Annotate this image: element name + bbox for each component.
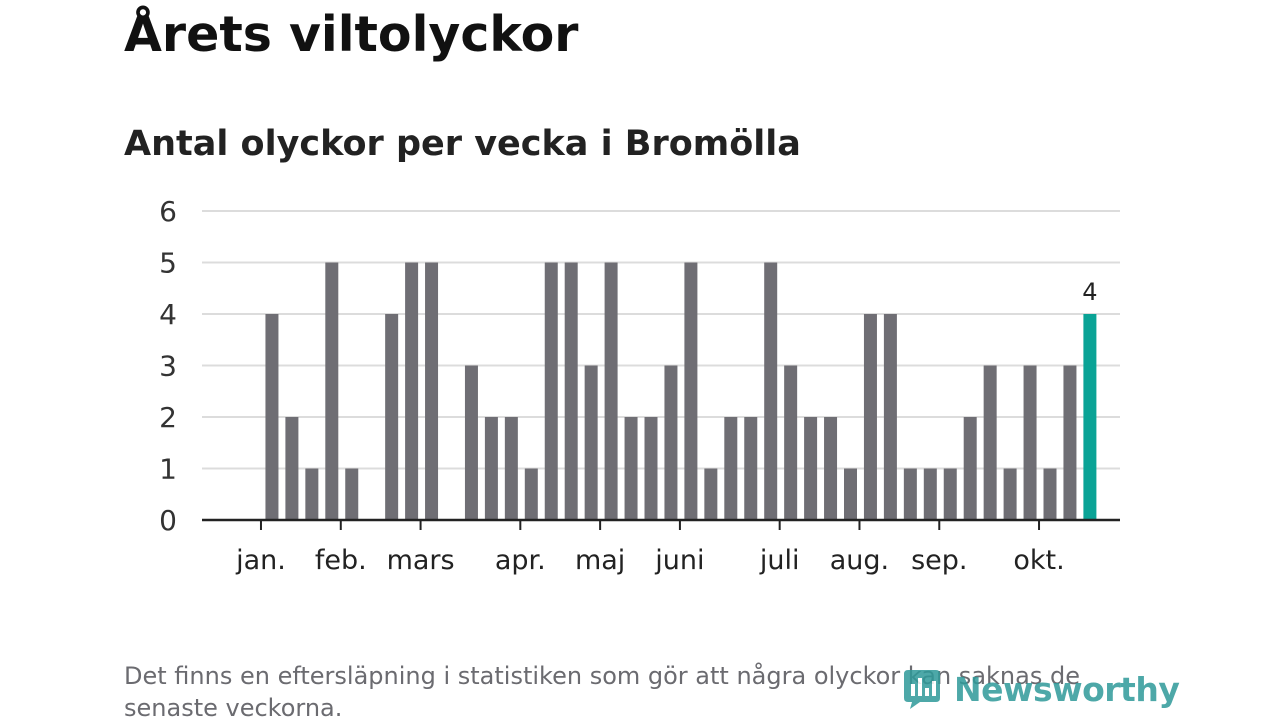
y-tick-label: 4: [159, 298, 177, 331]
bar: [764, 262, 778, 520]
bar: [405, 262, 419, 520]
y-tick-label: 2: [159, 401, 177, 434]
bar: [704, 468, 718, 520]
bar: [624, 417, 638, 520]
y-tick-label: 6: [159, 195, 177, 228]
bar: [425, 262, 439, 520]
bar: [1023, 365, 1037, 520]
bar: [385, 314, 399, 520]
x-tick-label: feb.: [315, 545, 367, 576]
bar: [804, 417, 818, 520]
bar: [504, 417, 518, 520]
bar: [604, 262, 618, 520]
y-tick-label: 3: [159, 350, 177, 383]
bar: [903, 468, 917, 520]
newsworthy-logo: Newsworthy: [902, 668, 1180, 710]
bar: [265, 314, 279, 520]
y-tick-label: 0: [159, 504, 177, 537]
bar: [1063, 365, 1077, 520]
bar: [285, 417, 299, 520]
bar: [564, 262, 578, 520]
bar: [325, 262, 339, 520]
bar: [484, 417, 498, 520]
x-tick-label: sep.: [911, 545, 967, 576]
bar: [464, 365, 478, 520]
newsworthy-logo-text: Newsworthy: [954, 669, 1180, 709]
y-tick-label: 1: [159, 453, 177, 486]
chart-subtitle: Antal olyckor per vecka i Bromölla: [124, 124, 801, 164]
bar: [983, 365, 997, 520]
bar: [305, 468, 319, 520]
bar: [544, 262, 558, 520]
x-tick-label: okt.: [1013, 545, 1064, 576]
bar: [744, 417, 758, 520]
bar: [863, 314, 877, 520]
bar: [963, 417, 977, 520]
bar: [784, 365, 798, 520]
x-tick-label: aug.: [830, 545, 889, 576]
chart-title: Årets viltolyckor: [124, 6, 579, 63]
bar: [883, 314, 897, 520]
bar: [1003, 468, 1017, 520]
bar: [524, 468, 538, 520]
x-tick-label: juli: [759, 545, 800, 576]
bar: [1043, 468, 1057, 520]
bar-highlight: [1083, 314, 1097, 520]
bar: [923, 468, 937, 520]
bar: [724, 417, 738, 520]
x-tick-label: apr.: [495, 545, 546, 576]
x-tick-label: mars: [387, 545, 455, 576]
x-tick-label: jan.: [235, 545, 286, 576]
bar: [584, 365, 598, 520]
bar: [644, 417, 658, 520]
newsworthy-logo-icon: [904, 670, 940, 709]
bar: [844, 468, 857, 520]
x-tick-label: maj: [575, 545, 625, 576]
bar-data-label: 4: [1082, 278, 1097, 306]
bar: [664, 365, 678, 520]
y-tick-label: 5: [159, 247, 177, 280]
bar: [684, 262, 698, 520]
x-tick-label: juni: [654, 545, 704, 576]
bar: [824, 417, 838, 520]
bar: [345, 468, 359, 520]
bar: [943, 468, 957, 520]
